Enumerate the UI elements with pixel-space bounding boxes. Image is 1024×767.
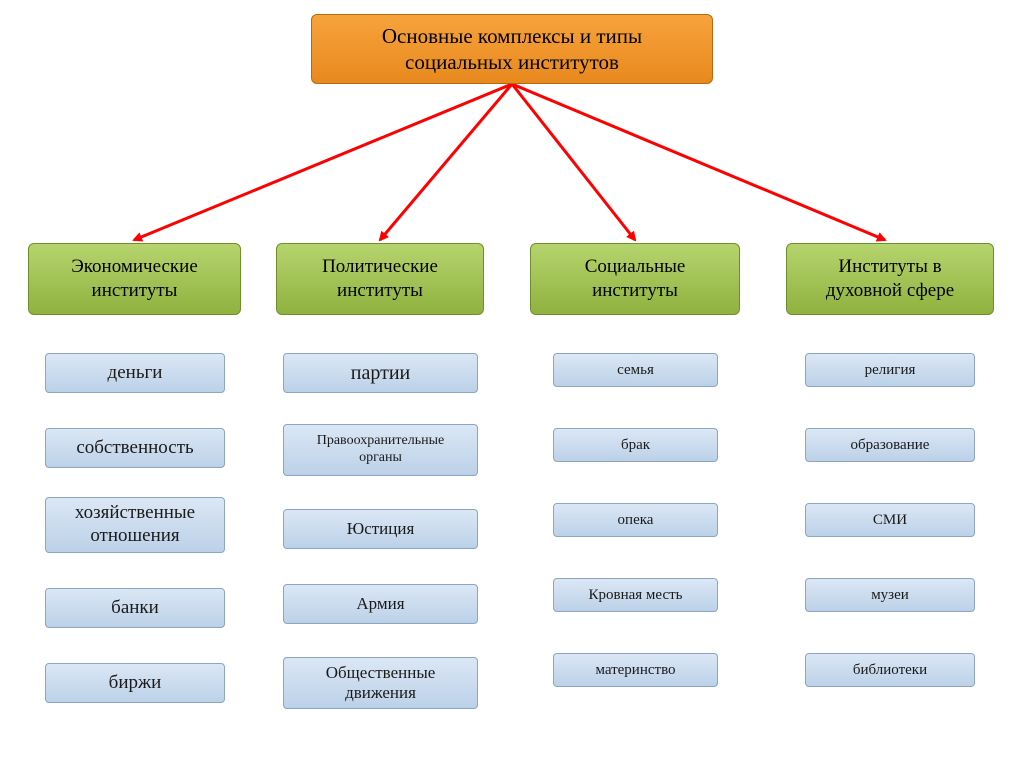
category-box-0: Экономические институты: [28, 243, 241, 315]
item-box-c2-r3: Кровная месть: [553, 578, 718, 612]
connector-arrow-0: [134, 84, 512, 240]
item-box-c1-r4: Общественные движения: [283, 657, 478, 709]
root-title-box: Основные комплексы и типы социальных инс…: [311, 14, 713, 84]
item-box-c0-r1: собственность: [45, 428, 225, 468]
item-box-c2-r4: материнство: [553, 653, 718, 687]
item-box-c3-r3: музеи: [805, 578, 975, 612]
connector-arrow-2: [512, 84, 635, 240]
item-box-c1-r1: Правоохранительные органы: [283, 424, 478, 476]
item-box-c3-r0: религия: [805, 353, 975, 387]
category-box-2: Социальные институты: [530, 243, 740, 315]
item-box-c2-r1: брак: [553, 428, 718, 462]
item-box-c1-r3: Армия: [283, 584, 478, 624]
item-box-c0-r2: хозяйственные отношения: [45, 497, 225, 553]
item-box-c0-r0: деньги: [45, 353, 225, 393]
item-box-c3-r4: библиотеки: [805, 653, 975, 687]
item-box-c0-r3: банки: [45, 588, 225, 628]
item-box-c1-r0: партии: [283, 353, 478, 393]
item-box-c1-r2: Юстиция: [283, 509, 478, 549]
connector-arrow-3: [512, 84, 885, 240]
item-box-c3-r1: образование: [805, 428, 975, 462]
item-box-c2-r2: опека: [553, 503, 718, 537]
item-box-c2-r0: семья: [553, 353, 718, 387]
connector-arrow-1: [380, 84, 512, 240]
category-box-1: Политические институты: [276, 243, 484, 315]
item-box-c0-r4: биржи: [45, 663, 225, 703]
item-box-c3-r2: СМИ: [805, 503, 975, 537]
category-box-3: Институты в духовной сфере: [786, 243, 994, 315]
